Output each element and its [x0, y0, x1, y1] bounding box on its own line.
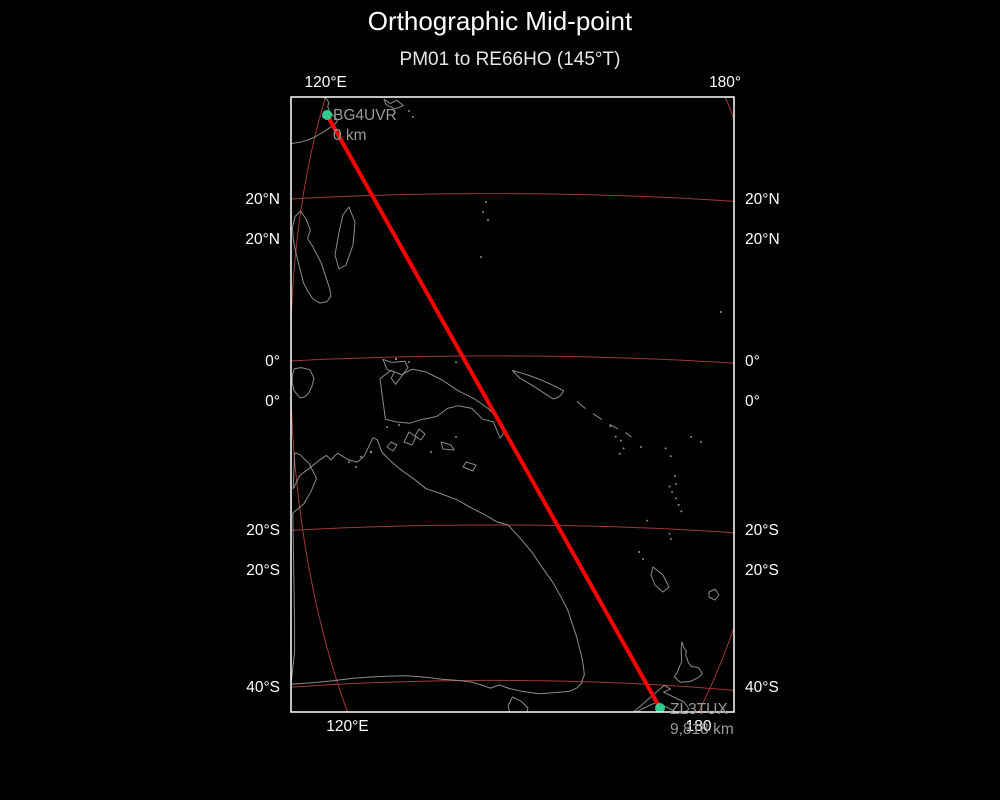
svg-text:Orthographic Mid-point: Orthographic Mid-point — [368, 6, 633, 36]
svg-text:20°N: 20°N — [245, 191, 280, 208]
svg-text:20°N: 20°N — [745, 231, 780, 248]
svg-text:BG4UVR: BG4UVR — [333, 107, 397, 124]
svg-text:9,818 km: 9,818 km — [670, 721, 734, 738]
svg-text:0°: 0° — [745, 353, 760, 370]
svg-text:0 km: 0 km — [333, 127, 367, 144]
svg-text:ZL3TUX: ZL3TUX — [670, 701, 728, 718]
svg-text:20°N: 20°N — [745, 191, 780, 208]
svg-text:40°S: 40°S — [745, 679, 779, 696]
svg-text:20°N: 20°N — [245, 231, 280, 248]
svg-text:20°S: 20°S — [246, 562, 280, 579]
svg-text:120°E: 120°E — [304, 74, 346, 91]
svg-text:180°: 180° — [709, 74, 741, 91]
svg-text:20°S: 20°S — [745, 522, 779, 539]
svg-text:PM01 to RE66HO (145°T): PM01 to RE66HO (145°T) — [400, 49, 621, 70]
svg-text:0°: 0° — [265, 353, 280, 370]
svg-text:0°: 0° — [265, 393, 280, 410]
svg-text:0°: 0° — [745, 393, 760, 410]
svg-text:20°S: 20°S — [246, 522, 280, 539]
svg-text:20°S: 20°S — [745, 562, 779, 579]
svg-text:120°E: 120°E — [326, 718, 368, 735]
svg-text:40°S: 40°S — [246, 679, 280, 696]
